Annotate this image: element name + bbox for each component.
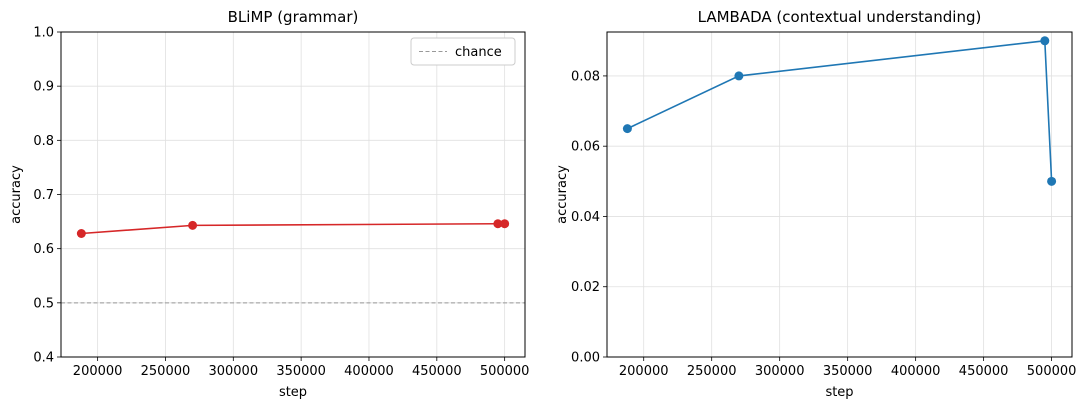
y-tick-label: 0.08	[571, 69, 600, 84]
x-tick-label: 300000	[208, 364, 258, 379]
x-tick-label: 250000	[687, 364, 737, 379]
x-tick-label: 450000	[959, 364, 1009, 379]
y-tick-label: 0.5	[33, 296, 54, 311]
x-tick-label: 350000	[276, 364, 326, 379]
plot-frame	[60, 31, 526, 358]
legend-label: chance	[455, 45, 502, 60]
x-tick-label: 350000	[823, 364, 873, 379]
chart-title: LAMBADA (contextual understanding)	[698, 8, 982, 26]
data-point	[1047, 176, 1057, 186]
legend: chance	[410, 37, 516, 66]
y-tick-label: 0.7	[33, 188, 54, 203]
y-axis-label: accuracy	[9, 165, 24, 224]
x-tick-label: 400000	[344, 364, 394, 379]
data-point	[734, 71, 744, 81]
x-tick-label: 450000	[412, 364, 462, 379]
data-point	[622, 124, 632, 134]
x-tick-label: 200000	[73, 364, 123, 379]
y-tick-label: 1.0	[33, 26, 54, 41]
data-point	[76, 229, 86, 238]
x-tick-label: 500000	[480, 364, 530, 379]
y-tick-label: 0.02	[571, 280, 600, 295]
x-tick-label: 400000	[891, 364, 941, 379]
chart-title: BLiMP (grammar)	[228, 8, 359, 26]
y-axis-label: accuracy	[555, 165, 570, 224]
y-tick-label: 0.4	[33, 351, 54, 366]
y-tick-label: 0.00	[571, 351, 600, 366]
x-axis-label: step	[279, 385, 307, 400]
series-line	[627, 39, 1053, 182]
x-tick-label: 500000	[1027, 364, 1077, 379]
plot-frame	[606, 31, 1073, 358]
y-tick-label: 0.06	[571, 140, 600, 155]
data-point	[500, 219, 510, 229]
legend-box	[410, 37, 516, 66]
blimp-panel: 200000 250000 300000 350000 400000 450000 5000…	[9, 8, 529, 400]
y-tick-label: 0.04	[571, 210, 600, 225]
series-line	[81, 222, 505, 235]
data-point	[493, 219, 503, 229]
x-tick-label: 250000	[141, 364, 191, 379]
y-tick-label: 0.6	[33, 242, 54, 257]
x-axis-label: step	[825, 385, 853, 400]
y-tick-label: 0.8	[33, 134, 54, 149]
x-tick-label: 300000	[755, 364, 805, 379]
data-point	[188, 220, 198, 230]
y-tick-label: 0.9	[33, 80, 54, 95]
data-point	[1040, 36, 1050, 46]
x-tick-label: 200000	[619, 364, 669, 379]
lambada-panel: 200000 250000 300000 350000 400000 450000 5000…	[555, 8, 1076, 400]
